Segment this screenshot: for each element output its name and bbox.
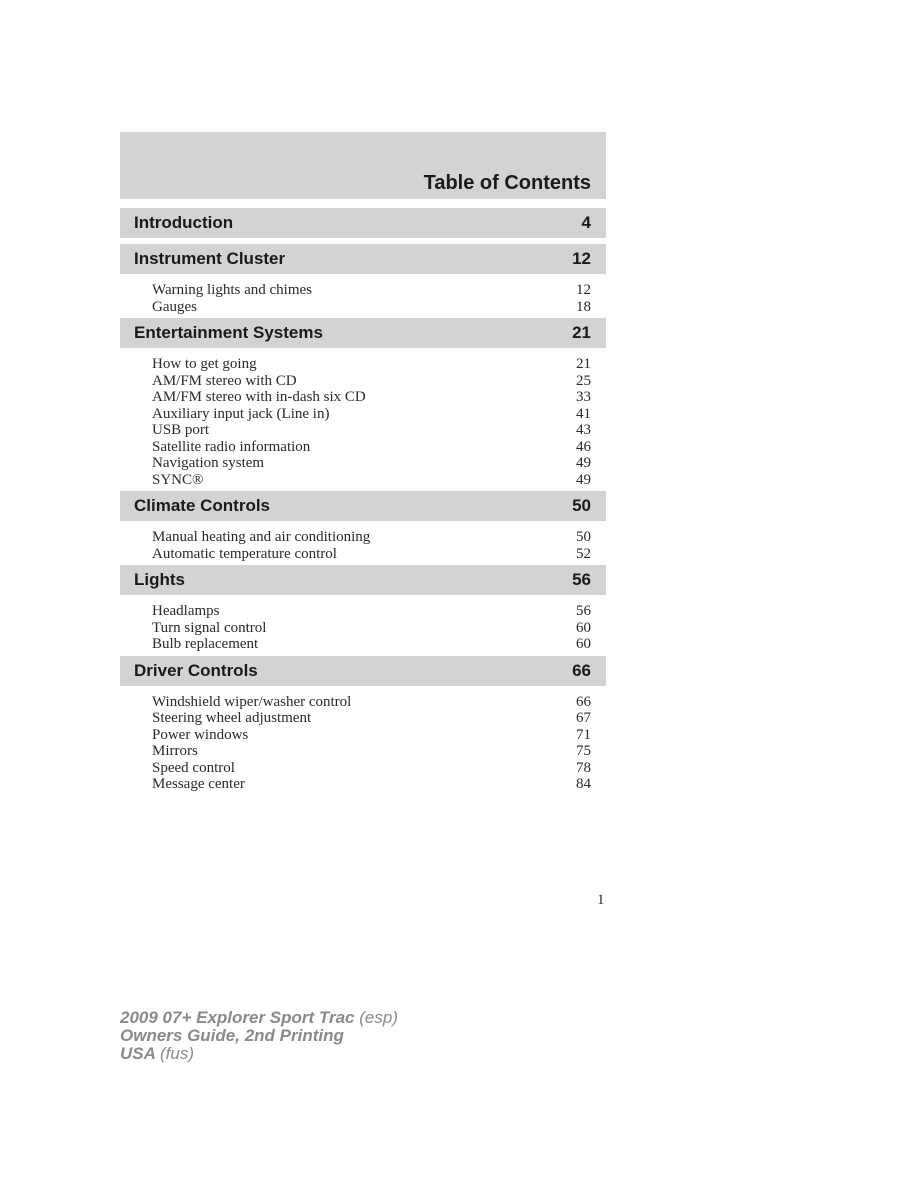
entry-title: Automatic temperature control — [152, 545, 337, 562]
entry-page: 49 — [576, 455, 591, 471]
section-page: 4 — [581, 213, 591, 232]
section-title: Climate Controls — [134, 496, 271, 515]
footer-model-code: (esp) — [359, 1008, 398, 1027]
section-items: Manual heating and air conditioning 50 Aut… — [120, 521, 606, 565]
toc-entry[interactable]: How to get going 21 — [152, 356, 591, 373]
entry-page: 25 — [576, 372, 591, 389]
footer-model: 2009 07+ Explorer Sport Trac — [120, 1008, 355, 1027]
section-heading[interactable]: Introduction 4 — [120, 208, 606, 238]
section-page: 66 — [572, 660, 591, 680]
entry-title: SYNC® — [152, 471, 204, 488]
entry-page: 66 — [576, 693, 591, 710]
footer: 2009 07+ Explorer Sport Trac (esp) Owner… — [120, 1009, 398, 1063]
toc-entry[interactable]: Warning lights and chimes 12 — [152, 282, 591, 299]
entry-title: Mirrors — [152, 743, 198, 759]
entry-title: USB port — [152, 422, 210, 438]
toc-entry[interactable]: Manual heating and air conditioning 50 — [152, 529, 591, 546]
entry-page: 60 — [576, 619, 591, 636]
entry-title: Navigation system — [152, 455, 265, 471]
section-title: Entertainment Systems — [134, 323, 323, 342]
toc-entry[interactable]: Automatic temperature control 52 — [152, 546, 591, 563]
toc-entry[interactable]: Bulb replacement 60 — [152, 636, 591, 653]
entry-title: Power windows — [152, 726, 249, 743]
section-title: Lights — [134, 570, 185, 589]
section-page: 21 — [572, 323, 591, 342]
entry-title: AM/FM stereo with in-dash six CD — [152, 389, 366, 405]
section-heading[interactable]: Lights 56 — [120, 565, 606, 595]
entry-title: Bulb replacement — [152, 636, 259, 652]
page-number: 1 — [597, 892, 605, 908]
entry-title: Auxiliary input jack (Line in) — [152, 405, 330, 422]
section-page: 50 — [572, 496, 591, 515]
section-items: Headlamps 56 Turn signal control 60 Bulb rep… — [120, 595, 606, 656]
section-heading[interactable]: Driver Controls 66 — [120, 655, 606, 686]
entry-title: Turn signal control — [152, 619, 267, 636]
toc-entry[interactable]: Message center 84 — [152, 776, 591, 793]
entry-page: 41 — [576, 405, 591, 422]
entry-page: 21 — [576, 356, 591, 372]
toc-entry[interactable]: Gauges 18 — [152, 299, 591, 316]
entry-title: Message center — [152, 776, 245, 792]
entry-page: 67 — [576, 710, 591, 726]
section-heading[interactable]: Climate Controls 50 — [120, 491, 606, 521]
entry-page: 50 — [576, 529, 591, 545]
section-page: 12 — [572, 249, 591, 268]
entry-title: Windshield wiper/washer control — [152, 693, 352, 710]
toc-entry[interactable]: Turn signal control 60 — [152, 620, 591, 637]
toc-entry[interactable]: Mirrors 75 — [152, 743, 591, 760]
entry-page: 75 — [576, 743, 591, 759]
section-items: How to get going 21 AM/FM stereo with CD 25… — [120, 348, 606, 491]
section-title: Instrument Cluster — [134, 249, 286, 268]
toc-entry[interactable]: Steering wheel adjustment 67 — [152, 710, 591, 727]
toc-entry[interactable]: Auxiliary input jack (Line in) 41 — [152, 406, 591, 423]
entry-page: 46 — [576, 438, 591, 455]
footer-line-3: USA (fus) — [120, 1045, 398, 1063]
entry-title: Manual heating and air conditioning — [152, 529, 371, 545]
section-title: Introduction — [134, 213, 234, 232]
toc-entry[interactable]: AM/FM stereo with in-dash six CD 33 — [152, 389, 591, 406]
entry-title: Steering wheel adjustment — [152, 710, 312, 726]
entry-page: 78 — [576, 759, 591, 776]
entry-title: How to get going — [152, 356, 257, 372]
toc-entry[interactable]: Power windows 71 — [152, 727, 591, 744]
entry-page: 33 — [576, 389, 591, 405]
entry-page: 84 — [576, 776, 591, 792]
footer-line-2: Owners Guide, 2nd Printing — [120, 1026, 344, 1045]
entry-page: 52 — [576, 545, 591, 562]
entry-page: 12 — [576, 282, 591, 298]
table-of-contents: Table of Contents Introduction 4 Instrumen… — [120, 132, 606, 796]
footer-line-1: 2009 07+ Explorer Sport Trac (esp) — [120, 1009, 398, 1027]
entry-title: Warning lights and chimes — [152, 282, 313, 298]
toc-entry[interactable]: Headlamps 56 — [152, 603, 591, 620]
section-heading[interactable]: Instrument Cluster 12 — [120, 244, 606, 274]
entry-title: Gauges — [152, 298, 197, 315]
toc-entry[interactable]: Navigation system 49 — [152, 455, 591, 472]
toc-entry[interactable]: Windshield wiper/washer control 66 — [152, 694, 591, 711]
entry-page: 60 — [576, 636, 591, 652]
toc-entry[interactable]: AM/FM stereo with CD 25 — [152, 373, 591, 390]
entry-title: Satellite radio information — [152, 438, 311, 455]
entry-page: 18 — [576, 298, 591, 315]
section-title: Driver Controls — [134, 660, 258, 680]
entry-title: AM/FM stereo with CD — [152, 372, 297, 389]
toc-entry[interactable]: Satellite radio information 46 — [152, 439, 591, 456]
page-title: Table of Contents — [423, 172, 591, 194]
section-items: Windshield wiper/washer control 66 Steerin… — [120, 686, 606, 796]
toc-entry[interactable]: SYNC® 49 — [152, 472, 591, 489]
toc-header: Table of Contents — [120, 132, 606, 199]
entry-page: 56 — [576, 603, 591, 619]
toc-entry[interactable]: Speed control 78 — [152, 760, 591, 777]
footer-market-code: (fus) — [160, 1044, 194, 1063]
section-items: Warning lights and chimes 12 Gauges 18 — [120, 274, 606, 318]
entry-page: 43 — [576, 422, 591, 438]
toc-entry[interactable]: USB port 43 — [152, 422, 591, 439]
section-page: 56 — [572, 570, 591, 589]
entry-title: Speed control — [152, 759, 235, 776]
section-heading[interactable]: Entertainment Systems 21 — [120, 318, 606, 348]
footer-market: USA — [120, 1044, 156, 1063]
entry-page: 49 — [576, 471, 591, 488]
entry-page: 71 — [576, 726, 591, 743]
toc-sections: Introduction 4 Instrument Cluster 12 Warning… — [120, 208, 606, 796]
entry-title: Headlamps — [152, 603, 220, 619]
